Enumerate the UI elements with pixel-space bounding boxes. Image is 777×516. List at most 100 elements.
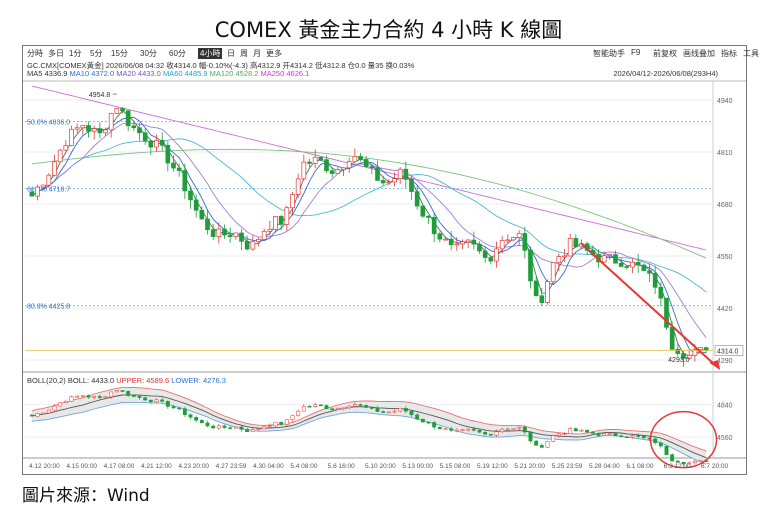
lower-candle-body-58 — [358, 404, 363, 406]
period-tab-4[interactable]: 15分 — [111, 49, 128, 58]
lower-candle-body-98 — [585, 429, 590, 433]
lower-candle-body-47 — [296, 410, 301, 416]
candle-body-67 — [409, 178, 414, 192]
candle-body-49 — [307, 161, 312, 164]
candle-body-78 — [471, 239, 477, 245]
candle-body-42 — [267, 228, 273, 232]
candle-body-96 — [573, 238, 579, 248]
candle-body-33 — [216, 228, 222, 237]
lower-candle-body-86 — [517, 426, 522, 429]
quote-line: GC.CMX[COMEX黃金] 2026/06/08 04:32 收4314.0… — [27, 61, 415, 70]
boll-lower: LOWER: 4276.3 — [171, 376, 226, 385]
candle-body-10 — [86, 125, 91, 132]
candle-body-11 — [91, 128, 97, 132]
lower-tick-label-0: 4840 — [717, 402, 733, 409]
candle-body-43 — [273, 216, 278, 230]
period-tab-7[interactable]: 4小時 — [198, 48, 223, 59]
period-tab-11[interactable]: 更多 — [266, 49, 282, 58]
lower-candle-body-116 — [687, 462, 692, 465]
lower-candle-body-72 — [437, 426, 442, 430]
candle-body-88 — [528, 249, 533, 282]
period-tab-6[interactable]: 60分 — [169, 49, 186, 58]
candle-body-111 — [658, 286, 664, 299]
period-tab-10[interactable]: 月 — [253, 49, 261, 58]
toolbar-item-5[interactable]: 工具 — [743, 49, 759, 58]
candle-body-114 — [675, 348, 681, 354]
lower-candle-body-21 — [148, 399, 153, 403]
candle-body-81 — [488, 257, 494, 262]
candle-body-17 — [125, 110, 131, 127]
x-tick-label-0: 4.12 20:00 — [29, 463, 60, 470]
ma-label-2: MA20 4433.0 — [116, 69, 163, 78]
candle-body-117 — [692, 349, 698, 356]
candle-body-48 — [301, 161, 307, 180]
candle-body-66 — [403, 168, 409, 180]
lower-candle-body-19 — [137, 395, 142, 398]
candle-body-94 — [562, 255, 567, 258]
toolbar-item-4[interactable]: 指标 — [721, 49, 737, 58]
candle-body-38 — [244, 240, 250, 250]
lower-candle-body-17 — [126, 390, 131, 396]
period-tab-0[interactable]: 分時 — [27, 49, 43, 58]
period-toolbar: 分時 多日 1分 5分 15分 30分 60分 4小時日周月更多 智能助手 F9 前复权 画线叠加 指标… — [23, 46, 759, 60]
lower-candle-body-26 — [177, 407, 182, 410]
period-tab-3[interactable]: 5分 — [90, 49, 103, 58]
lower-candle-body-64 — [392, 410, 397, 413]
toolbar-item-3[interactable]: 画线叠加 — [683, 49, 715, 58]
last-price-label: 4314.0 — [717, 348, 739, 355]
lower-candle-body-102 — [607, 433, 612, 435]
lower-candle-body-90 — [539, 445, 544, 448]
period-tab-1[interactable]: 多日 — [48, 49, 64, 58]
lower-candle-body-15 — [114, 390, 119, 393]
lower-candle-body-20 — [143, 397, 148, 401]
candle-body-23 — [159, 139, 165, 146]
date-range: 2026/04/12-2026/06/08(293H4) — [613, 69, 718, 78]
candle-body-112 — [664, 297, 669, 328]
candle-body-91 — [545, 281, 550, 303]
period-tab-8[interactable]: 日 — [227, 49, 235, 58]
candle-body-82 — [494, 248, 499, 262]
toolbar-item-1[interactable]: F9 — [631, 48, 641, 57]
lower-candle-body-110 — [653, 438, 658, 444]
lower-candle-body-77 — [466, 428, 471, 431]
lower-candle-body-11 — [92, 396, 97, 398]
candle-body-63 — [386, 181, 392, 184]
lower-candle-body-73 — [443, 428, 448, 431]
candle-body-2 — [40, 184, 46, 188]
lower-candle-body-117 — [692, 460, 697, 464]
candle-body-93 — [556, 256, 562, 263]
candle-body-13 — [103, 129, 108, 134]
period-tab-2[interactable]: 1分 — [69, 49, 82, 58]
lower-candle-body-118 — [698, 460, 703, 462]
candle-body-53 — [329, 170, 335, 174]
x-tick-label-2: 4.17 08:00 — [104, 463, 135, 470]
x-tick-label-8: 5.6 16:00 — [328, 463, 355, 470]
candle-body-59 — [363, 159, 369, 167]
candle-body-106 — [630, 261, 635, 268]
candle-body-89 — [533, 280, 539, 297]
lower-candle-body-6 — [63, 401, 68, 403]
candle-body-76 — [460, 241, 465, 245]
candle-body-55 — [341, 167, 346, 170]
lower-candle-body-41 — [262, 426, 267, 430]
period-tab-5[interactable]: 30分 — [140, 49, 157, 58]
lower-candle-body-45 — [284, 419, 289, 425]
x-tick-label-9: 5.10 20:00 — [365, 463, 396, 470]
lower-candle-body-71 — [432, 422, 437, 428]
toolbar-item-0[interactable]: 智能助手 — [593, 49, 625, 58]
ma-legend: MA5 4336.9 MA10 4372.0 MA20 4433.0 MA60 … — [27, 69, 309, 78]
toolbar-item-2[interactable]: 前复权 — [653, 49, 677, 58]
candle-body-79 — [477, 243, 482, 252]
lower-candle-body-92 — [551, 435, 556, 442]
period-tab-9[interactable]: 周 — [240, 49, 248, 58]
candle-body-32 — [210, 229, 216, 237]
lower-candle-body-63 — [386, 411, 391, 414]
candle-body-1 — [35, 186, 40, 197]
lower-candle-body-115 — [681, 462, 686, 464]
candlestick-chart: 4940 4810 4680 4550 4420 4290 4840 4560 50.0% 48… — [23, 80, 746, 470]
lower-candle-body-12 — [97, 396, 102, 398]
lower-candle-body-52 — [324, 405, 329, 409]
x-tick-label-13: 5.21 20:00 — [514, 463, 545, 470]
candle-body-31 — [205, 218, 210, 231]
candle-body-71 — [431, 217, 437, 235]
